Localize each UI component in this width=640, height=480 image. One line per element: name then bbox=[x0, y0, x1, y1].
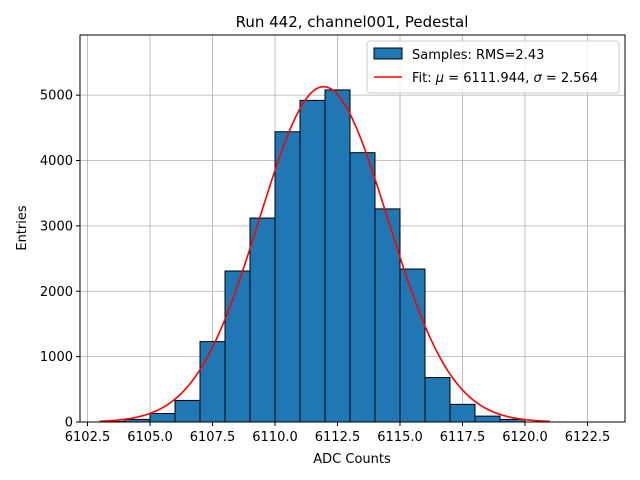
y-axis-label: Entries bbox=[15, 205, 30, 251]
histogram-bar bbox=[374, 208, 401, 423]
histogram-bar bbox=[224, 270, 251, 423]
legend-box bbox=[366, 40, 620, 94]
legend-fit-label: Fit: μ = 6111.944, σ = 2.564 bbox=[412, 71, 598, 86]
y-axis-ticks: 0 1000 2000 3000 4000 5000 bbox=[40, 89, 80, 431]
x-tick-label: 6117.5 bbox=[440, 430, 486, 445]
histogram-bar bbox=[149, 413, 176, 423]
histogram-bar bbox=[474, 415, 501, 423]
x-tick-label: 6120.0 bbox=[502, 430, 548, 445]
histogram-bar bbox=[174, 399, 201, 423]
x-axis-ticks: 6102.5 6105.0 6107.5 6110.0 6112.5 6115.0 6117… bbox=[65, 422, 611, 445]
histogram-bar bbox=[249, 217, 276, 423]
histogram-bar bbox=[299, 99, 326, 423]
x-tick-label: 6107.5 bbox=[190, 430, 236, 445]
y-tick-label: 0 bbox=[65, 416, 73, 431]
plot-frame bbox=[79, 34, 626, 423]
histogram-bar bbox=[274, 131, 301, 423]
histogram-bar bbox=[199, 341, 226, 423]
x-tick-label: 6105.0 bbox=[127, 430, 173, 445]
x-tick-label: 6122.5 bbox=[565, 430, 611, 445]
legend-histogram-swatch bbox=[373, 47, 403, 60]
x-tick-label: 6112.5 bbox=[315, 430, 361, 445]
y-tick-label: 1000 bbox=[40, 350, 73, 365]
histogram-bar bbox=[349, 152, 376, 423]
legend-histogram-label: Samples: RMS=2.43 bbox=[412, 48, 544, 63]
x-axis-label: ADC Counts bbox=[313, 452, 391, 467]
fit-curve bbox=[99, 85, 551, 423]
x-tick-label: 6110.0 bbox=[252, 430, 298, 445]
y-tick-label: 5000 bbox=[40, 89, 73, 104]
histogram-bar bbox=[449, 403, 476, 423]
x-tick-label: 6102.5 bbox=[65, 430, 111, 445]
legend: Samples: RMS=2.43 Fit: μ = 6111.944, σ =… bbox=[366, 40, 620, 94]
y-tick-label: 4000 bbox=[40, 154, 73, 169]
x-tick-label: 6115.0 bbox=[377, 430, 423, 445]
y-tick-label: 3000 bbox=[40, 219, 73, 234]
fit-curve-group bbox=[99, 85, 551, 423]
y-tick-label: 2000 bbox=[40, 285, 73, 300]
chart-title: Run 442, channel001, Pedestal bbox=[236, 13, 469, 31]
histogram-bar bbox=[324, 89, 351, 423]
histogram-bar bbox=[424, 377, 451, 423]
